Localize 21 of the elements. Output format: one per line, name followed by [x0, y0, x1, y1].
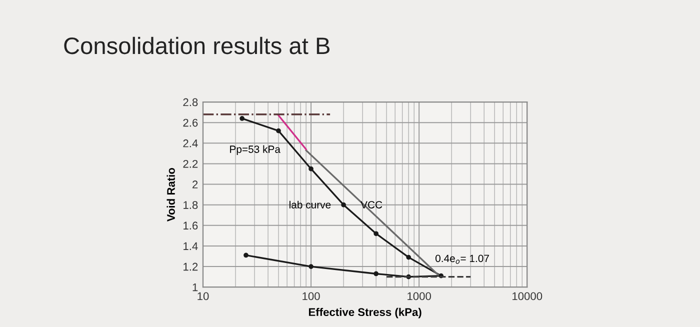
chart-title: Consolidation results at B [64, 36, 330, 54]
x-tick-label: 10000 [512, 292, 542, 300]
y-tick-label: 2.4 [183, 139, 198, 148]
y-tick-label: 2.8 [183, 98, 198, 106]
x-axis-title: Effective Stress (kPa) [308, 308, 422, 318]
annotation: Pp=53 kPa [230, 145, 280, 155]
annotation: 0.4e$_{o}$= 1.07 [436, 254, 489, 264]
annotation: VCC [360, 201, 382, 208]
y-axis-title: Void Ratio [166, 168, 175, 222]
annotation: lab curve [290, 200, 331, 208]
y-tick-label: 2.2 [183, 160, 198, 168]
x-tick-label: 100 [302, 292, 320, 300]
y-tick-label: 2.6 [183, 118, 198, 127]
x-tick-label: 10 [198, 292, 209, 300]
y-tick-label: 1.8 [184, 201, 198, 209]
x-tick-label: 1000 [408, 292, 431, 300]
y-tick-label: 2 [192, 180, 198, 188]
y-tick-label: 1.2 [184, 262, 198, 271]
y-tick-label: 1.4 [184, 242, 198, 250]
y-tick-label: 1 [192, 283, 198, 292]
y-tick-label: 1.6 [184, 222, 198, 230]
